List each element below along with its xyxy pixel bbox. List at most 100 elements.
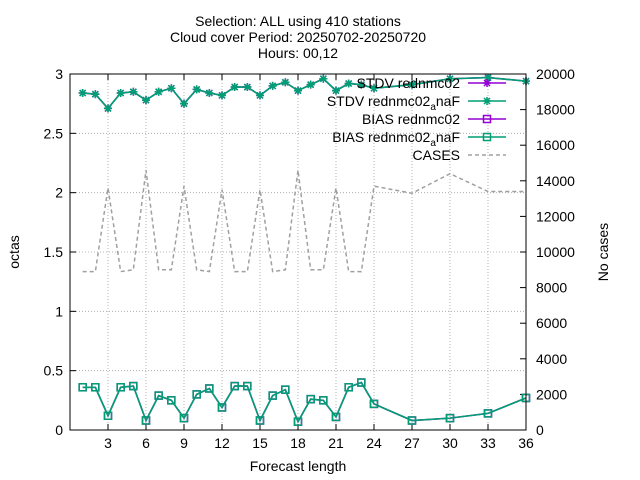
data-point	[293, 417, 303, 426]
series-stdv-rednmc02-anaf	[78, 73, 530, 113]
x-axis-label: Forecast length	[250, 458, 347, 474]
data-point	[217, 403, 227, 412]
data-point	[91, 383, 100, 392]
x-tick-label: 12	[214, 435, 230, 451]
y-tick-label: 0.5	[44, 363, 64, 379]
legend-label-text: CASES	[413, 147, 460, 163]
data-point	[268, 391, 277, 400]
plot-frame	[69, 73, 527, 431]
data-point	[344, 383, 353, 392]
y2-tick-label: 20000	[536, 66, 575, 82]
data-point	[230, 381, 239, 391]
legend-label: BIAS rednmc02anaF	[332, 129, 460, 149]
x-tick-label: 21	[328, 435, 344, 451]
y-tick-label: 2.5	[44, 125, 64, 141]
y2-tick-label: 18000	[536, 102, 575, 118]
y-axis-label: octas	[6, 235, 22, 268]
data-point	[218, 91, 226, 100]
series-bias-rednmc02-anaf	[78, 378, 531, 426]
y-tick-label: 0	[55, 422, 63, 438]
y2-tick-label: 10000	[536, 244, 575, 260]
y-axis-ticks: 0 0.5 1 1.5 2 2.5 3	[44, 66, 76, 438]
data-point	[116, 383, 125, 392]
data-point	[256, 91, 264, 100]
data-point	[78, 88, 87, 97]
x-axis-ticks: 3 6 9 12 15 18 21 24 27 30 33 36	[104, 74, 534, 451]
y2-tick-label: 0	[536, 422, 544, 438]
data-point	[142, 96, 150, 105]
title-line-2: Cloud cover Period: 20250702-20250720	[170, 29, 426, 45]
series-line	[82, 170, 526, 273]
data-point	[255, 416, 265, 425]
data-point	[369, 399, 379, 409]
y2-tick-label: 16000	[536, 137, 575, 153]
data-point	[129, 381, 138, 391]
legend-label-text: STDV rednmc02	[357, 75, 461, 91]
data-point	[167, 396, 176, 405]
y-tick-label: 3	[55, 66, 63, 82]
legend-label-text: BIAS rednmc02	[362, 111, 460, 127]
data-point	[306, 394, 315, 404]
data-point	[205, 384, 214, 393]
series-cases	[82, 170, 526, 273]
y-tick-label: 2	[55, 185, 63, 201]
legend-marker	[483, 79, 491, 87]
y2-axis-ticks: 0 2000 4000 6000 8000 10000 12000 14000 16000 180…	[520, 66, 575, 438]
x-tick-label: 15	[252, 435, 268, 451]
y2-tick-label: 2000	[536, 386, 567, 402]
data-point	[306, 80, 315, 89]
plot-series	[78, 73, 531, 426]
x-tick-label: 27	[404, 435, 420, 451]
data-point	[154, 391, 163, 400]
y2-tick-label: 6000	[536, 315, 567, 331]
legend-marker	[483, 97, 491, 105]
data-point	[483, 409, 493, 418]
y-tick-label: 1.5	[44, 244, 64, 260]
y2-axis-label: No cases	[595, 223, 611, 281]
y2-tick-label: 4000	[536, 351, 567, 367]
x-tick-label: 9	[180, 435, 188, 451]
grid	[70, 74, 526, 430]
data-point	[205, 88, 214, 97]
series-line	[82, 381, 527, 424]
y-tick-label: 1	[55, 303, 63, 319]
title-line-1: Selection: ALL using 410 stations	[195, 13, 401, 29]
legend-label-subscript: a	[430, 102, 436, 113]
x-tick-label: 24	[366, 435, 382, 451]
legend-item: STDV rednmc02anaF	[327, 93, 506, 113]
data-point	[129, 87, 138, 96]
series-line	[82, 76, 527, 110]
data-point	[281, 78, 290, 87]
x-tick-label: 18	[290, 435, 306, 451]
y2-tick-label: 14000	[536, 173, 575, 189]
legend-item: BIAS rednmc02anaF	[332, 129, 506, 149]
legend-item: BIAS rednmc02	[362, 111, 506, 127]
data-point	[344, 79, 353, 88]
data-point	[192, 390, 201, 399]
data-point	[319, 74, 328, 83]
data-point	[141, 416, 151, 425]
x-tick-label: 33	[480, 435, 496, 451]
data-point	[268, 81, 277, 90]
data-point	[281, 385, 290, 394]
data-point	[319, 396, 328, 405]
data-point	[104, 104, 112, 113]
x-tick-label: 6	[142, 435, 150, 451]
data-point	[332, 86, 340, 95]
data-point	[446, 74, 454, 83]
data-point	[91, 90, 100, 99]
data-point	[484, 73, 492, 82]
data-point	[192, 85, 201, 94]
legend-label-text: BIAS rednmc02	[332, 129, 430, 145]
data-point	[243, 381, 252, 391]
data-point	[357, 80, 366, 89]
chart-title: Selection: ALL using 410 stations Cloud …	[170, 13, 426, 61]
legend-label: CASES	[413, 147, 460, 163]
legend-label-suffix: naF	[436, 129, 460, 145]
x-tick-label: 30	[442, 435, 458, 451]
y2-tick-label: 12000	[536, 208, 575, 224]
legend-label: STDV rednmc02	[357, 75, 461, 91]
data-point	[154, 87, 163, 96]
